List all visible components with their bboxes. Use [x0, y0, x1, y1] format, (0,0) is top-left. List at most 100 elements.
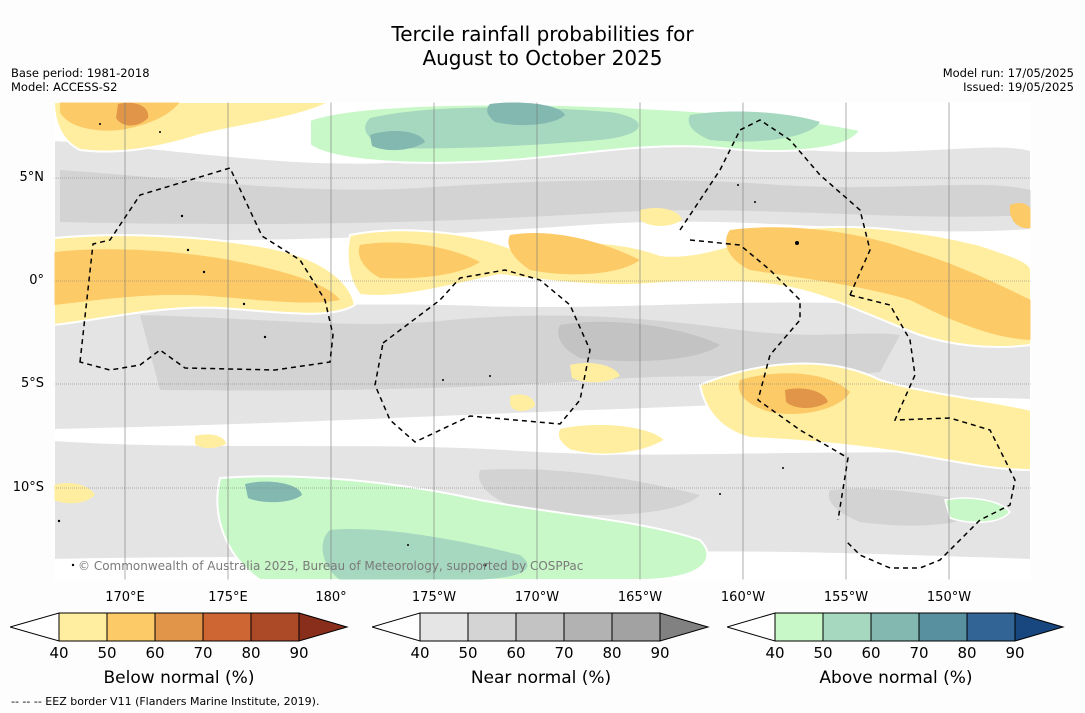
island-markers	[57, 123, 799, 567]
cbar-above-tick: 60	[861, 644, 881, 662]
lon-label-165w: 165°W	[617, 590, 663, 605]
lon-label-180: 180°	[315, 590, 347, 605]
colorbar-cell	[58, 612, 108, 642]
colorbar-high-arrow	[659, 612, 710, 642]
lat-label-10s: 10°S	[12, 480, 44, 495]
lon-label-170w: 170°W	[514, 590, 560, 605]
colorbar-cell	[870, 612, 920, 642]
below-normal-region	[557, 423, 667, 456]
lat-label-0: 0°	[29, 273, 44, 288]
below-normal-region	[508, 232, 640, 275]
colorbar-cell	[515, 612, 565, 642]
lon-label-150w: 150°W	[926, 590, 972, 605]
above-normal-region	[370, 130, 425, 151]
colorbar-cell	[918, 612, 968, 642]
eez-border-kiribati-phoenix	[374, 269, 591, 443]
lon-label-170e: 170°E	[105, 590, 145, 605]
lon-label-160w: 160°W	[720, 590, 766, 605]
title-line-1: Tercile rainfall probabilities for	[391, 22, 694, 46]
near-normal-region	[60, 170, 1031, 225]
above-normal-region	[322, 529, 528, 580]
eez-border-line-islands-mid	[689, 239, 849, 521]
colorbar-below-normal	[10, 612, 349, 642]
eez-borders	[79, 119, 1016, 569]
near-normal-region	[558, 321, 720, 362]
colorbar-above-title: Above normal (%)	[819, 668, 973, 688]
colorbar-cell	[611, 612, 661, 642]
cbar-near-tick: 50	[458, 644, 478, 662]
base-period-text: Base period: 1981-2018	[11, 66, 150, 80]
eez-legend-note: -- -- -- EEZ border V11 (Flanders Marine…	[11, 695, 320, 708]
colorbar-cell	[774, 612, 824, 642]
cbar-above-tick: 90	[1005, 644, 1025, 662]
above-normal-region	[487, 102, 565, 126]
below-normal-regions	[54, 102, 1031, 504]
cbar-above-tick: 40	[765, 644, 785, 662]
cbar-near-tick: 90	[650, 644, 670, 662]
run-info: Model run: 17/05/2025 Issued: 19/05/2025	[943, 66, 1074, 94]
lon-label-175w: 175°W	[411, 590, 457, 605]
below-normal-region	[116, 102, 149, 126]
cbar-above-tick: 50	[813, 644, 833, 662]
cbar-below-tick: 50	[97, 644, 117, 662]
colorbar-cell	[250, 612, 300, 642]
lon-label-155w: 155°W	[823, 590, 869, 605]
cbar-below-tick: 80	[241, 644, 261, 662]
above-normal-regions	[216, 102, 1011, 580]
below-normal-region	[54, 249, 340, 305]
eez-border-line-islands-north	[679, 119, 871, 296]
below-normal-region	[570, 363, 620, 383]
copyright-notice: © Commonwealth of Australia 2025, Bureau…	[78, 559, 584, 573]
colorbar-cell	[106, 612, 156, 642]
model-text: Model: ACCESS-S2	[11, 80, 118, 94]
cbar-near-tick: 60	[506, 644, 526, 662]
colorbar-cell	[419, 612, 469, 642]
colorbar-above-normal	[727, 612, 1065, 642]
colorbar-cell	[822, 612, 872, 642]
colorbar-cell	[467, 612, 517, 642]
eez-border-line-islands-south	[844, 294, 1016, 569]
cbar-below-tick: 70	[193, 644, 213, 662]
graticule	[54, 102, 1031, 580]
colorbar-cell	[202, 612, 252, 642]
cbar-below-tick: 90	[289, 644, 309, 662]
title-line-2: August to October 2025	[422, 46, 663, 70]
colorbar-low-arrow	[372, 612, 421, 642]
near-normal-region	[140, 315, 900, 391]
model-run-text: Model run: 17/05/2025	[942, 66, 1074, 80]
below-normal-region	[1009, 202, 1031, 229]
below-normal-region	[726, 227, 1031, 340]
colorbar-cell	[966, 612, 1016, 642]
below-normal-region	[510, 394, 535, 412]
below-normal-region	[195, 434, 226, 449]
above-normal-region	[365, 107, 639, 149]
issued-text: Issued: 19/05/2025	[963, 80, 1074, 94]
colorbar-low-arrow	[10, 612, 60, 642]
below-normal-region	[358, 242, 480, 279]
colorbar-below-title: Below normal (%)	[103, 668, 255, 688]
colorbar-cell	[563, 612, 613, 642]
cbar-above-tick: 80	[957, 644, 977, 662]
cbar-near-tick: 40	[410, 644, 430, 662]
cbar-above-tick: 70	[909, 644, 929, 662]
near-normal-regions	[54, 138, 1031, 562]
lon-label-175e: 175°E	[208, 590, 248, 605]
lat-label-5n: 5°N	[19, 170, 45, 185]
colorbar-high-arrow	[298, 612, 349, 642]
lat-label-5s: 5°S	[20, 376, 44, 391]
colorbar-low-arrow	[727, 612, 776, 642]
colorbar-cell	[154, 612, 204, 642]
below-normal-region	[785, 388, 828, 408]
eez-border-kiribati-gilbert	[79, 167, 334, 371]
colorbar-high-arrow	[1014, 612, 1065, 642]
above-normal-region	[688, 111, 820, 142]
map-field	[54, 102, 1031, 580]
above-normal-region	[944, 497, 1011, 524]
base-period-info: Base period: 1981-2018 Model: ACCESS-S2	[11, 66, 150, 94]
below-normal-region	[640, 208, 682, 226]
above-normal-region	[245, 481, 302, 503]
cbar-below-tick: 60	[145, 644, 165, 662]
near-normal-region	[479, 469, 700, 515]
map-title: Tercile rainfall probabilities for Augus…	[0, 22, 1085, 70]
